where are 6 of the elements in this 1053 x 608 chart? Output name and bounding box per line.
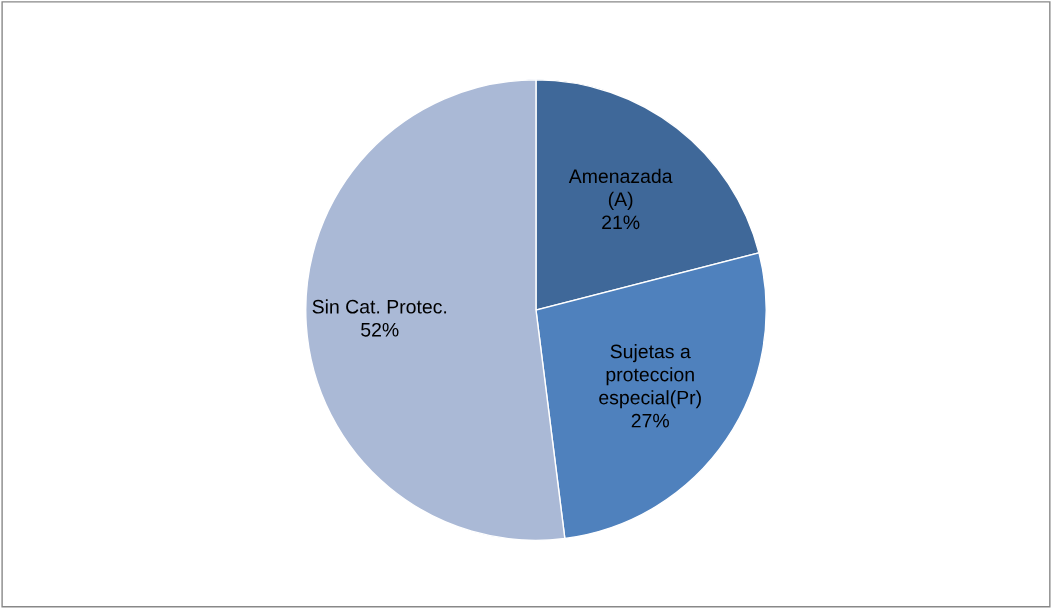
data-label: 27% xyxy=(631,413,669,428)
slice-label: Amenazada (A) xyxy=(568,168,673,210)
slice-label: Sin Cat. Protec. xyxy=(312,299,447,314)
data-label: 52% xyxy=(361,322,399,337)
data-label: 21% xyxy=(602,215,640,230)
slice-label: Sujetas a proteccion especial(Pr) xyxy=(599,344,701,409)
